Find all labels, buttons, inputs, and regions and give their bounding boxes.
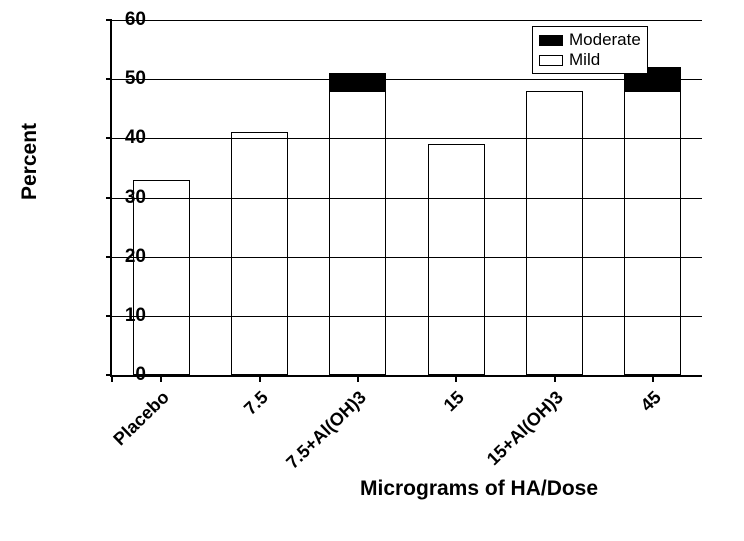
y-tick-label: 50 — [106, 68, 146, 90]
gridline — [112, 138, 702, 139]
legend-swatch — [539, 35, 563, 46]
x-tick-mark — [357, 375, 359, 382]
legend-row: Moderate — [539, 30, 641, 50]
bar-group — [329, 73, 386, 375]
y-tick-label: 20 — [106, 246, 146, 268]
gridline — [112, 20, 702, 21]
legend: ModerateMild — [532, 26, 648, 74]
gridline — [112, 257, 702, 258]
legend-swatch — [539, 55, 563, 66]
bar-segment-mild — [526, 91, 583, 375]
legend-label: Mild — [569, 50, 600, 70]
gridline — [112, 79, 702, 80]
legend-label: Moderate — [569, 30, 641, 50]
y-tick-label: 60 — [106, 9, 146, 31]
bar-segment-mild — [329, 91, 386, 375]
bar-group — [231, 132, 288, 375]
y-tick-label: 10 — [106, 305, 146, 327]
legend-row: Mild — [539, 50, 641, 70]
gridline — [112, 198, 702, 199]
x-tick-mark — [160, 375, 162, 382]
bar-group — [526, 91, 583, 375]
bar-segment-mild — [624, 91, 681, 375]
x-tick-mark — [554, 375, 556, 382]
y-tick-label: 0 — [106, 364, 146, 386]
gridline — [112, 316, 702, 317]
bar-segment-mild — [133, 180, 190, 375]
y-axis-title: Percent — [18, 123, 42, 200]
chart-container: Percent Micrograms of HA/Dose ModerateMi… — [0, 0, 744, 513]
gridline — [112, 375, 702, 376]
x-tick-mark — [259, 375, 261, 382]
plot-area: ModerateMild — [110, 20, 702, 377]
y-tick-label: 40 — [106, 127, 146, 149]
bar-group — [428, 144, 485, 375]
bar-group — [624, 67, 681, 375]
y-tick-label: 30 — [106, 187, 146, 209]
x-tick-mark — [455, 375, 457, 382]
x-tick-mark — [652, 375, 654, 382]
bar-segment-mild — [231, 132, 288, 375]
bar-group — [133, 180, 190, 375]
bar-segment-moderate — [329, 73, 386, 91]
bar-segment-mild — [428, 144, 485, 375]
